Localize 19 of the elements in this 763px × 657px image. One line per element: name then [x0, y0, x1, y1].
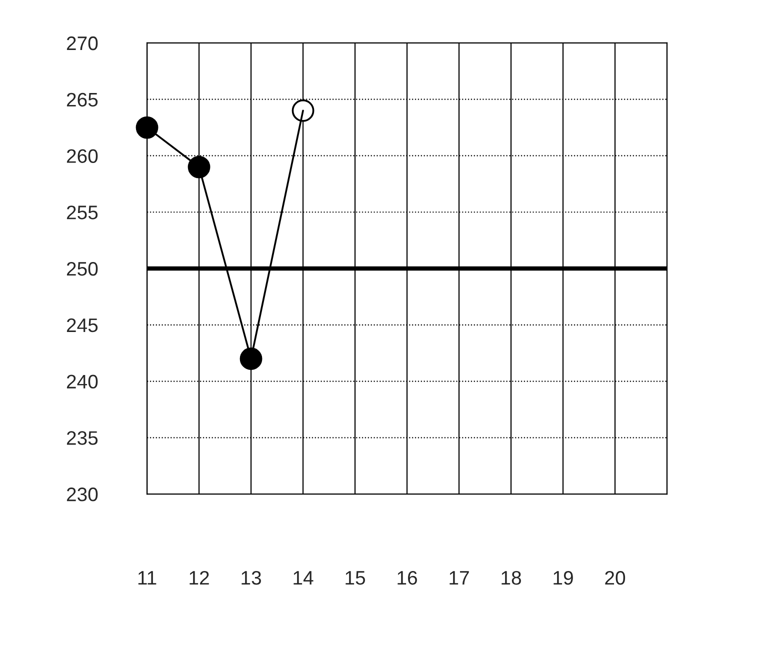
y-tick-label: 235	[66, 431, 98, 445]
y-tick-label: 230	[66, 488, 98, 502]
x-tick-label: 20	[605, 570, 626, 585]
y-tick-label: 270	[66, 36, 98, 50]
x-tick-label: 12	[190, 570, 209, 585]
x-tick-label: 19	[554, 570, 573, 585]
y-tick-label: 265	[66, 92, 98, 107]
x-tick-label: 18	[502, 570, 521, 585]
x-tick-label: 11	[138, 571, 156, 585]
x-tick-label: 16	[398, 570, 417, 585]
y-tick-label: 240	[66, 374, 98, 389]
x-tick-label: 13	[242, 570, 261, 585]
y-tick-label: 250	[66, 262, 98, 276]
x-tick-label: 15	[346, 571, 366, 585]
x-tick-label: 14	[294, 571, 314, 585]
y-tick-label: 260	[66, 149, 98, 163]
y-tick-label: 245	[66, 318, 98, 332]
x-tick-label: 17	[450, 571, 469, 585]
y-tick-label: 255	[66, 206, 98, 220]
